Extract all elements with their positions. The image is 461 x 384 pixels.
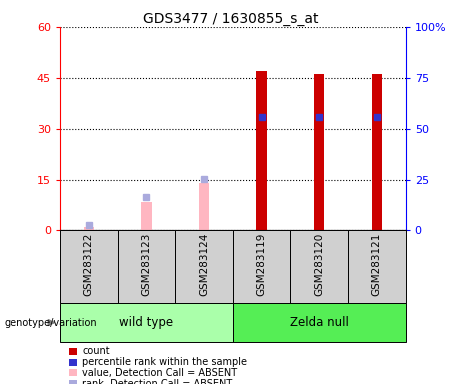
Bar	[372, 74, 382, 230]
Bar	[60, 230, 118, 303]
Bar	[199, 183, 209, 230]
Text: GSM283122: GSM283122	[84, 233, 94, 296]
Text: GSM283120: GSM283120	[314, 233, 324, 296]
Text: count: count	[82, 346, 110, 356]
Text: percentile rank within the sample: percentile rank within the sample	[82, 357, 247, 367]
Text: wild type: wild type	[119, 316, 173, 329]
Text: genotype/variation: genotype/variation	[5, 318, 97, 328]
Text: rank, Detection Call = ABSENT: rank, Detection Call = ABSENT	[82, 379, 232, 384]
Bar	[83, 227, 94, 230]
Bar	[314, 74, 325, 230]
Text: Zelda null: Zelda null	[290, 316, 349, 329]
Bar	[290, 230, 348, 303]
Text: GSM283121: GSM283121	[372, 233, 382, 296]
Text: GSM283119: GSM283119	[257, 233, 266, 296]
Bar	[233, 303, 406, 342]
Text: GDS3477 / 1630855_s_at: GDS3477 / 1630855_s_at	[143, 12, 318, 25]
Bar	[175, 230, 233, 303]
Bar	[233, 230, 290, 303]
Bar	[141, 202, 152, 230]
Bar	[60, 303, 233, 342]
Text: GSM283123: GSM283123	[142, 233, 151, 296]
Text: GSM283124: GSM283124	[199, 233, 209, 296]
Bar	[118, 230, 175, 303]
Text: value, Detection Call = ABSENT: value, Detection Call = ABSENT	[82, 368, 237, 378]
Bar	[256, 71, 267, 230]
Bar	[348, 230, 406, 303]
